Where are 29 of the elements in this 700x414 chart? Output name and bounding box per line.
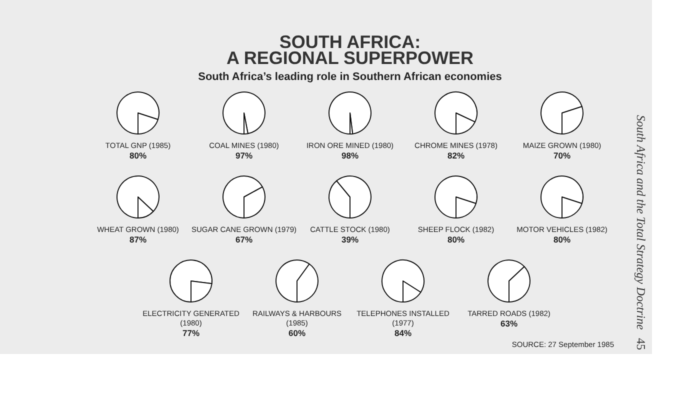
- pie-slice: [116, 92, 160, 134]
- pie-slice: [540, 176, 584, 218]
- data-label: 67%: [235, 234, 253, 244]
- data-label: 80%: [447, 234, 465, 244]
- pie-slice: [434, 92, 478, 134]
- data-label: 98%: [341, 150, 359, 160]
- text: South Africa’s leading role in Southern African economies: [198, 71, 502, 83]
- pie-slice: [434, 176, 478, 218]
- data-label: 87%: [129, 234, 147, 244]
- pie-slice: [540, 92, 582, 134]
- data-label: 63%: [500, 318, 518, 328]
- pie-slice: [116, 176, 160, 218]
- data-label: 39%: [341, 234, 359, 244]
- pie-slice: [222, 176, 263, 218]
- text: SOUTH AFRICA: A REGIONAL SUPERPOWER: [226, 32, 474, 68]
- data-label: 80%: [129, 150, 147, 160]
- pie-slice: [222, 92, 266, 134]
- text: South Africa and the Total Strategy Doctrine: [634, 115, 648, 330]
- data-label: 97%: [235, 150, 253, 160]
- data-label: 84%: [394, 328, 412, 338]
- data-label: 70%: [553, 150, 571, 160]
- pie-slice: [170, 260, 212, 302]
- data-label: 77%: [182, 328, 200, 338]
- data-label: 82%: [447, 150, 465, 160]
- pie-slice: [328, 92, 372, 134]
- text: 45: [634, 338, 648, 350]
- data-label: 60%: [288, 328, 306, 338]
- data-label: 80%: [553, 234, 571, 244]
- pie-slice: [382, 260, 424, 302]
